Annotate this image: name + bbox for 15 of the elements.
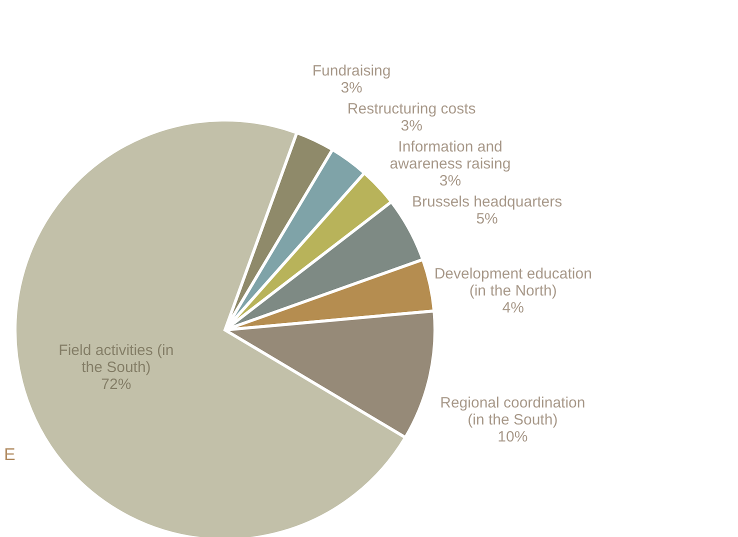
data-label: 10%: [498, 428, 528, 446]
data-label: 72%: [101, 376, 132, 394]
text: E: [4, 445, 16, 464]
slice-label: Development education (in the North): [434, 266, 592, 300]
data-label: 5%: [476, 210, 498, 228]
data-label: 4%: [502, 300, 524, 317]
data-label: 3%: [400, 118, 422, 135]
slice-label: Field activities (in the South): [58, 342, 174, 376]
data-label: 3%: [340, 80, 362, 97]
data-label: 3%: [439, 172, 462, 190]
slice-label: Fundraising: [312, 62, 391, 80]
slice-label: Restructuring costs: [347, 100, 476, 118]
slice-label: Brussels headquarters: [412, 194, 562, 211]
slice-label: Information and awareness raising: [390, 138, 511, 173]
slice-label: Regional coordination (in the South): [440, 394, 586, 428]
